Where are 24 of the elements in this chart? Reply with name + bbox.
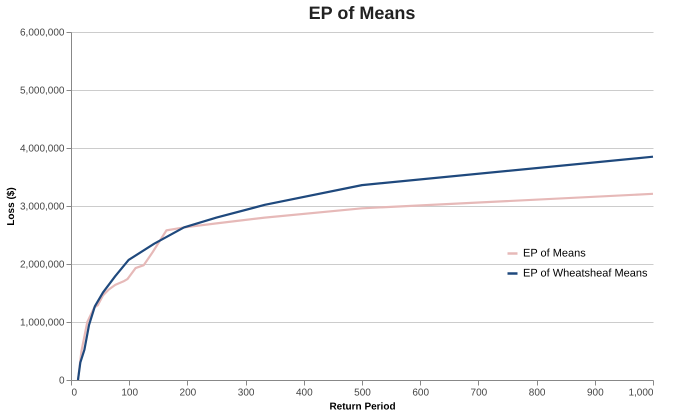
legend-label: EP of Means [523, 248, 586, 260]
x-tick-label: 900 [586, 388, 604, 398]
y-tick-label: 3,000,000 [20, 202, 65, 212]
x-tick-label: 700 [470, 388, 488, 398]
y-tick-label: 0 [58, 376, 65, 386]
x-tick-label: 500 [354, 388, 372, 398]
x-tick-label: 300 [238, 388, 255, 398]
x-tick-label: 1,000 [628, 388, 654, 398]
x-tick-label: 400 [296, 388, 314, 398]
y-tick-label: 2,000,000 [20, 260, 65, 270]
x-tick-label: 0 [72, 388, 78, 398]
line-series [76, 156, 654, 382]
chart-title: EP of Means [308, 3, 416, 23]
y-tick-label: 6,000,000 [20, 28, 65, 38]
x-tick-label: 200 [180, 388, 197, 398]
x-axis-title: Return Period [329, 402, 396, 412]
legend-label: EP of Wheatsheaf Means [523, 268, 648, 280]
x-tick-label: 800 [528, 388, 546, 398]
y-tick-label: 1,000,000 [20, 318, 65, 328]
x-tick-label: 600 [412, 388, 430, 398]
y-axis-title: Loss ($) [6, 187, 18, 226]
y-tick-label: 5,000,000 [20, 86, 65, 96]
y-tick-label: 4,000,000 [20, 144, 65, 154]
x-tick-label: 100 [121, 388, 138, 398]
